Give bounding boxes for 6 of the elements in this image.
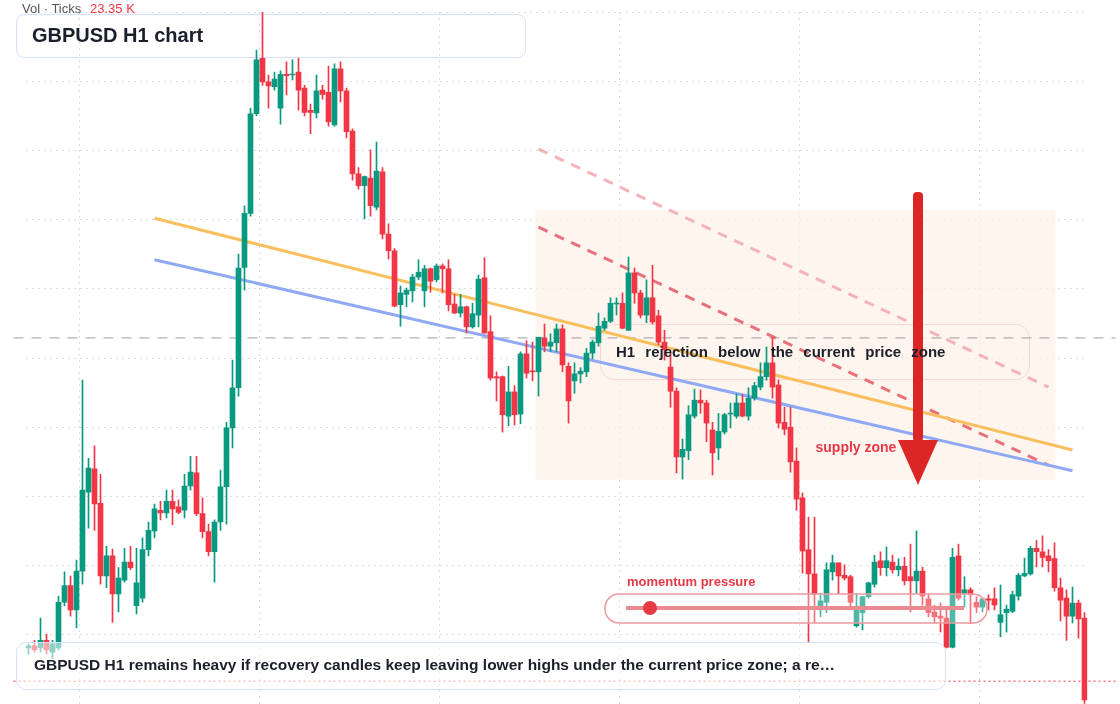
annotation: momentum pressure	[627, 574, 756, 589]
annotation: 23.35 K	[90, 1, 135, 16]
text: GBPUSD H1 chart	[32, 24, 204, 47]
annotation: GBPUSD H1 remains heavy if recovery candles keep leaving lower highs under the current price zone; a re…	[34, 656, 836, 674]
annotation: Vol · Ticks	[22, 1, 82, 16]
band-label: supply zone	[815, 438, 897, 455]
